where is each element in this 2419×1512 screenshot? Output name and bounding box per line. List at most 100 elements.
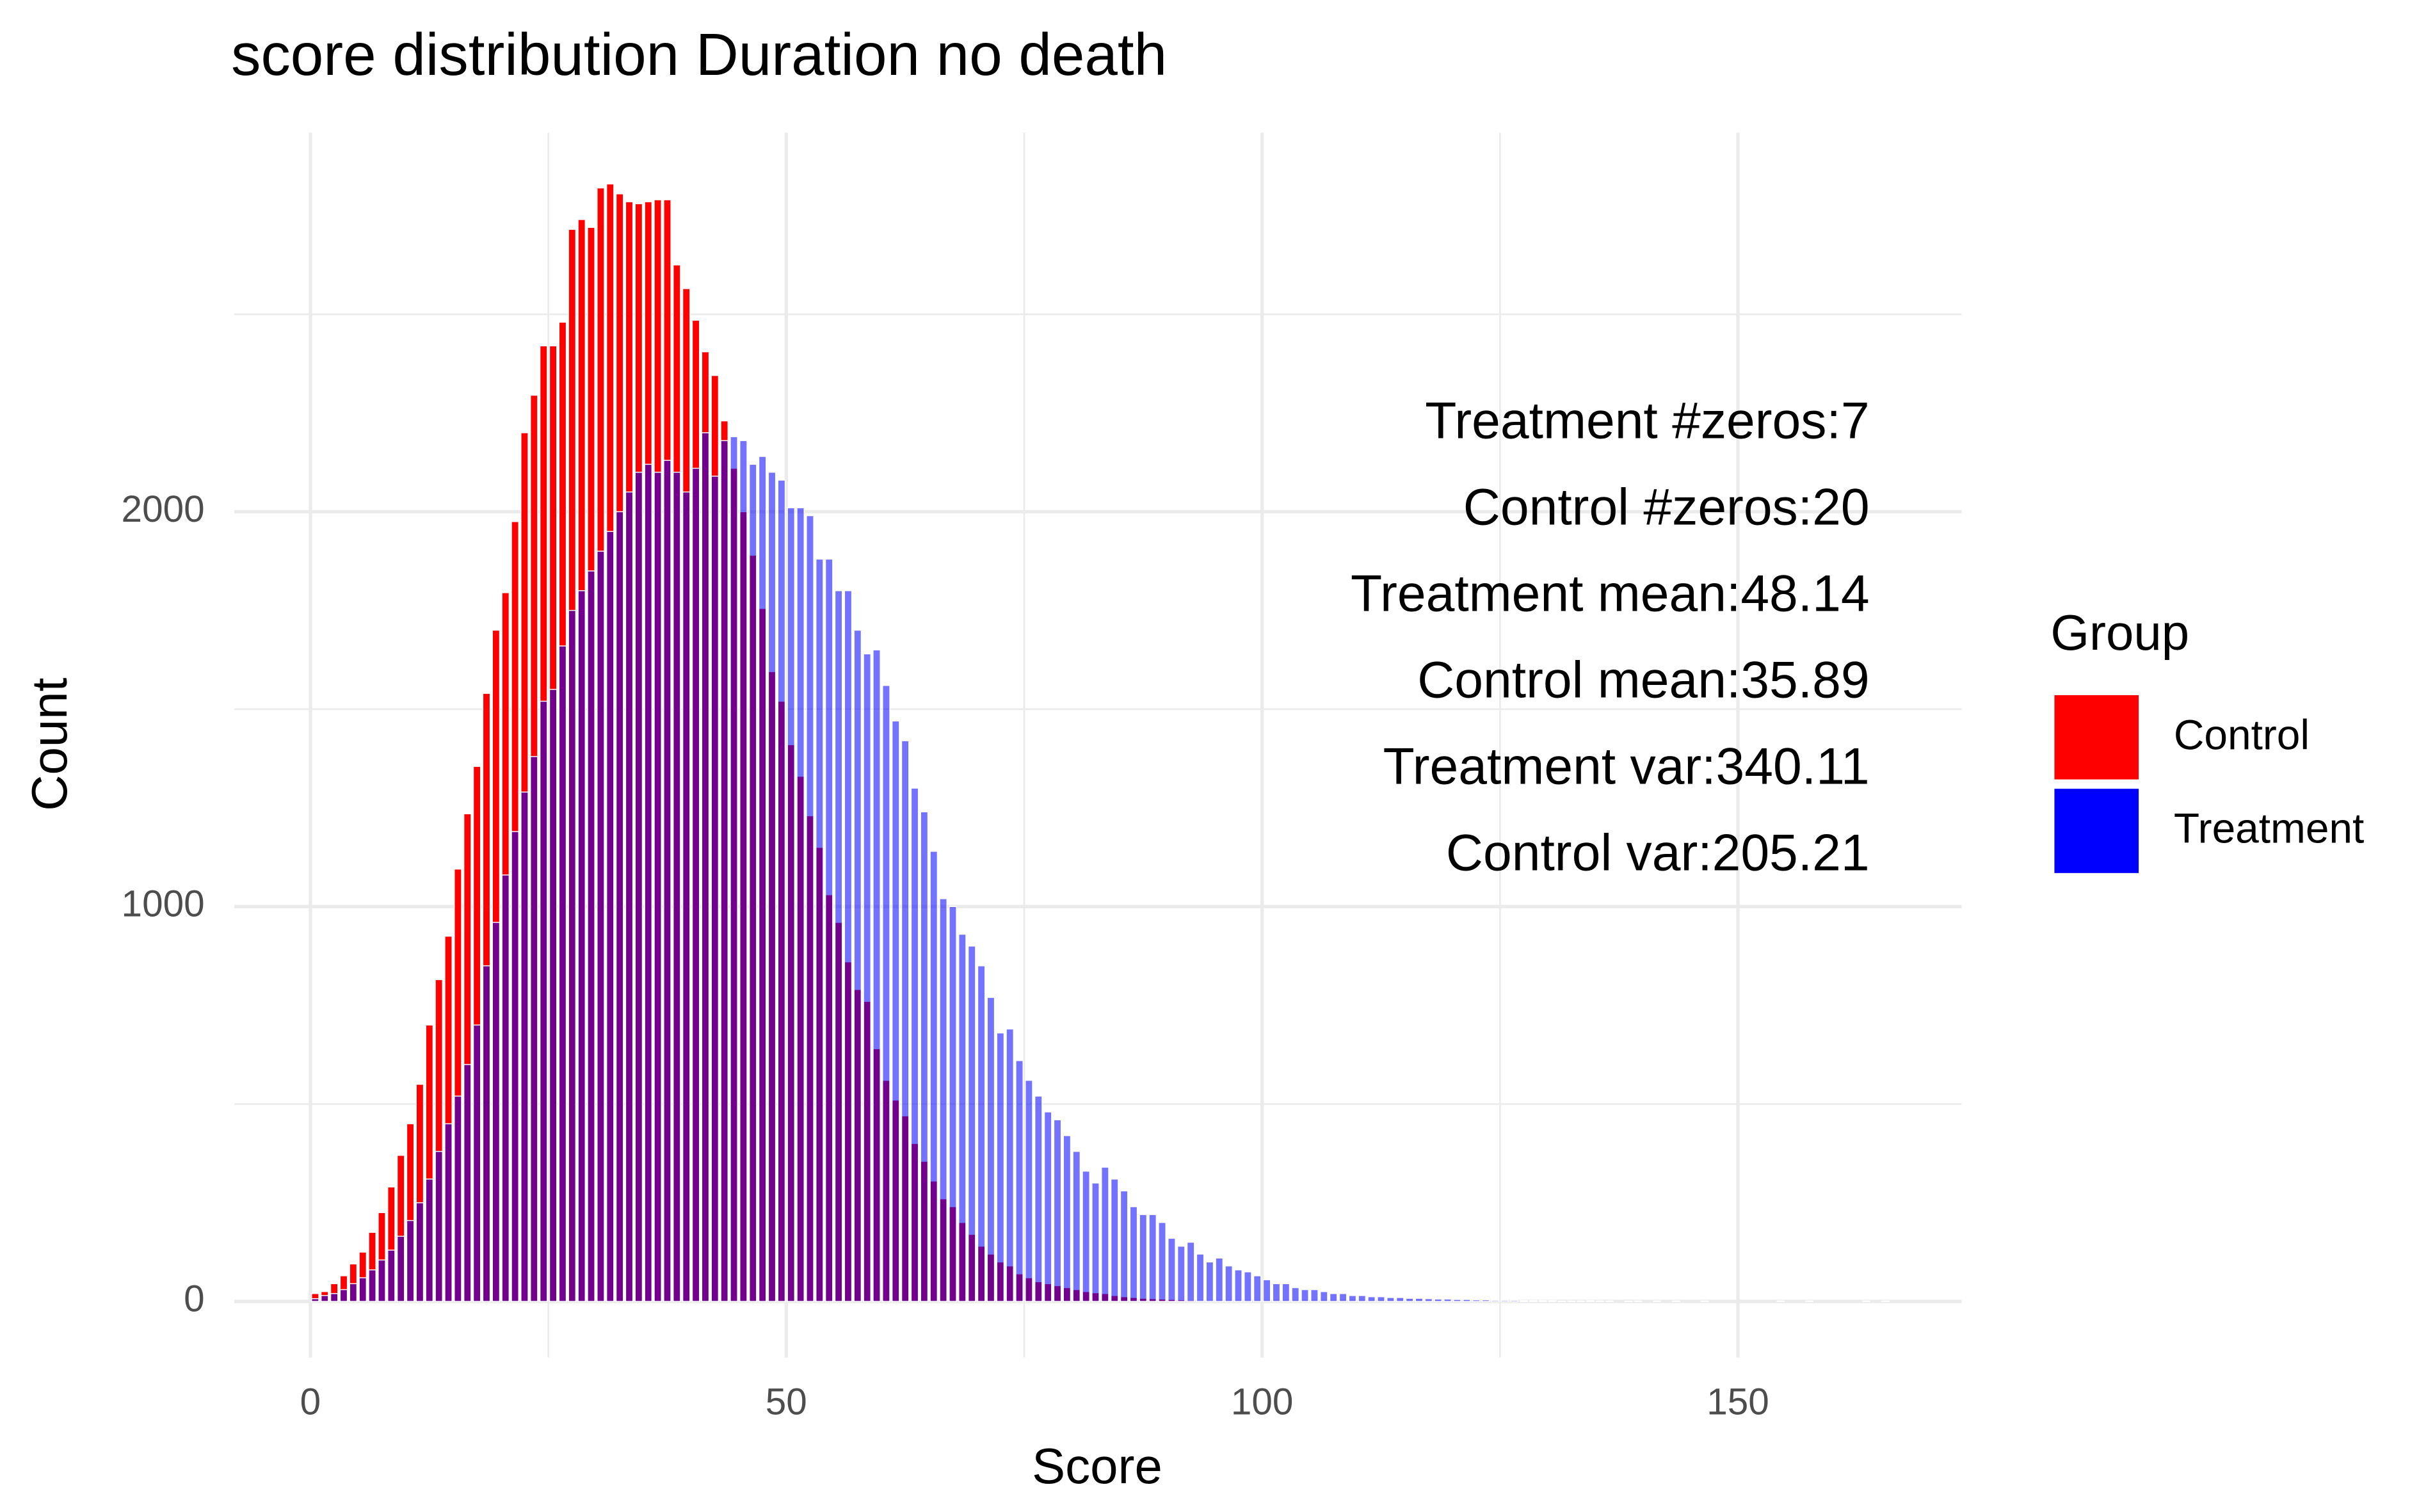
histogram-bar bbox=[1424, 1298, 1433, 1302]
histogram-bar bbox=[1015, 1060, 1024, 1302]
histogram-bar bbox=[730, 436, 738, 1302]
histogram-bar bbox=[1329, 1293, 1338, 1302]
histogram-bar bbox=[1110, 1178, 1119, 1302]
histogram-bar bbox=[387, 1250, 396, 1302]
histogram-bar bbox=[1082, 1170, 1091, 1302]
histogram-bar bbox=[691, 467, 700, 1302]
chart-title: score distribution Duration no death bbox=[231, 21, 1167, 88]
histogram-bar bbox=[758, 456, 767, 1302]
histogram-bar bbox=[654, 471, 662, 1302]
histogram-bar bbox=[615, 511, 624, 1302]
histogram-bar bbox=[920, 811, 929, 1302]
annotation: Control #zeros:20 bbox=[1463, 478, 1870, 536]
histogram-bar bbox=[1186, 1241, 1195, 1302]
histogram-bar bbox=[767, 471, 776, 1302]
histogram-bar bbox=[406, 1219, 415, 1302]
histogram-bar bbox=[444, 1123, 453, 1302]
histogram-bar bbox=[1053, 1119, 1062, 1302]
histogram-bar bbox=[634, 471, 643, 1302]
labels: 0 1000 2000 0 50 100 150 Treatment #zeros:7 Cont… bbox=[122, 392, 2365, 1422]
histogram-bar bbox=[349, 1283, 358, 1302]
x-tick-label: 100 bbox=[1231, 1381, 1294, 1422]
legend-label: Control bbox=[2174, 711, 2310, 758]
x-tick-label: 50 bbox=[766, 1381, 807, 1422]
histogram-bar bbox=[1148, 1214, 1157, 1302]
histogram-bar bbox=[824, 558, 833, 1302]
histogram-bar bbox=[672, 471, 681, 1302]
histogram-bar bbox=[606, 531, 615, 1302]
histogram-bar bbox=[853, 629, 862, 1302]
histogram-bar bbox=[577, 590, 586, 1302]
histogram-bar bbox=[958, 933, 967, 1302]
annotation: Treatment var:340.11 bbox=[1383, 737, 1870, 795]
histogram-bar bbox=[910, 787, 919, 1302]
histogram-bar bbox=[682, 491, 691, 1302]
histogram-bar bbox=[1367, 1296, 1376, 1302]
histogram-bar bbox=[701, 432, 710, 1302]
histogram-bar bbox=[1443, 1298, 1452, 1302]
histogram-bar bbox=[1196, 1253, 1205, 1302]
histogram-bar bbox=[1348, 1295, 1357, 1302]
histogram-bar bbox=[1510, 1299, 1519, 1302]
histogram-bar bbox=[815, 558, 824, 1302]
histogram-bar bbox=[1158, 1221, 1166, 1302]
legend-label: Treatment bbox=[2174, 805, 2364, 852]
histogram-bar bbox=[796, 507, 805, 1302]
histogram-bar bbox=[1091, 1182, 1100, 1302]
histogram-bar bbox=[558, 645, 567, 1302]
histogram-bar bbox=[492, 922, 501, 1302]
y-tick-label: 0 bbox=[184, 1278, 205, 1320]
histogram-bar bbox=[568, 609, 577, 1302]
histogram-bar bbox=[834, 590, 843, 1302]
histogram-bar bbox=[1063, 1135, 1072, 1302]
histogram-bar bbox=[1177, 1245, 1185, 1302]
histogram-bar bbox=[1310, 1289, 1319, 1302]
histogram-bar bbox=[1377, 1296, 1385, 1302]
histogram-bar bbox=[1129, 1206, 1138, 1302]
histogram-bar bbox=[739, 440, 748, 1302]
annotation: Control var:205.21 bbox=[1446, 824, 1870, 881]
histogram-bar bbox=[1043, 1111, 1052, 1302]
histogram-bar bbox=[1262, 1279, 1271, 1302]
histogram-bar bbox=[1338, 1293, 1347, 1302]
histogram-bar bbox=[529, 756, 538, 1302]
histogram-bar bbox=[320, 1295, 329, 1302]
histogram-bar bbox=[1205, 1261, 1214, 1302]
histogram-bar bbox=[1100, 1166, 1109, 1302]
histogram-bar bbox=[1168, 1237, 1176, 1302]
y-tick-label: 2000 bbox=[122, 488, 205, 530]
histogram-bar bbox=[891, 720, 900, 1302]
legend-key bbox=[2053, 787, 2141, 875]
histogram-bar bbox=[311, 1298, 319, 1302]
histogram-bar bbox=[472, 1024, 481, 1302]
histogram-bar bbox=[1006, 1028, 1015, 1302]
histogram-bar bbox=[1386, 1297, 1395, 1302]
x-tick-label: 150 bbox=[1707, 1381, 1769, 1422]
annotation: Treatment mean:48.14 bbox=[1351, 565, 1870, 622]
histogram-bar bbox=[939, 898, 948, 1302]
histogram-bar bbox=[1234, 1269, 1242, 1302]
histogram-bar bbox=[1272, 1283, 1281, 1302]
histogram-bar bbox=[1120, 1190, 1129, 1302]
histogram-bar bbox=[1215, 1257, 1224, 1302]
histogram-bar bbox=[1253, 1275, 1262, 1302]
histogram-bar bbox=[358, 1277, 367, 1302]
histogram-bar bbox=[1472, 1299, 1481, 1302]
histogram-bar bbox=[1301, 1289, 1309, 1302]
histogram-bar bbox=[882, 685, 890, 1302]
histogram-bar bbox=[597, 551, 605, 1302]
histogram-bar bbox=[1072, 1150, 1081, 1302]
histogram-bar bbox=[967, 945, 976, 1302]
histogram-bar bbox=[644, 463, 653, 1302]
histogram-bar bbox=[1034, 1095, 1043, 1302]
histogram-bar bbox=[986, 997, 995, 1302]
histogram-bar bbox=[1462, 1299, 1471, 1302]
y-axis-label: Count bbox=[21, 677, 77, 810]
legend-key bbox=[2053, 693, 2141, 782]
bars bbox=[311, 183, 1890, 1302]
histogram-bar bbox=[863, 653, 872, 1302]
histogram-bar bbox=[339, 1289, 348, 1302]
histogram-bar bbox=[587, 570, 595, 1302]
